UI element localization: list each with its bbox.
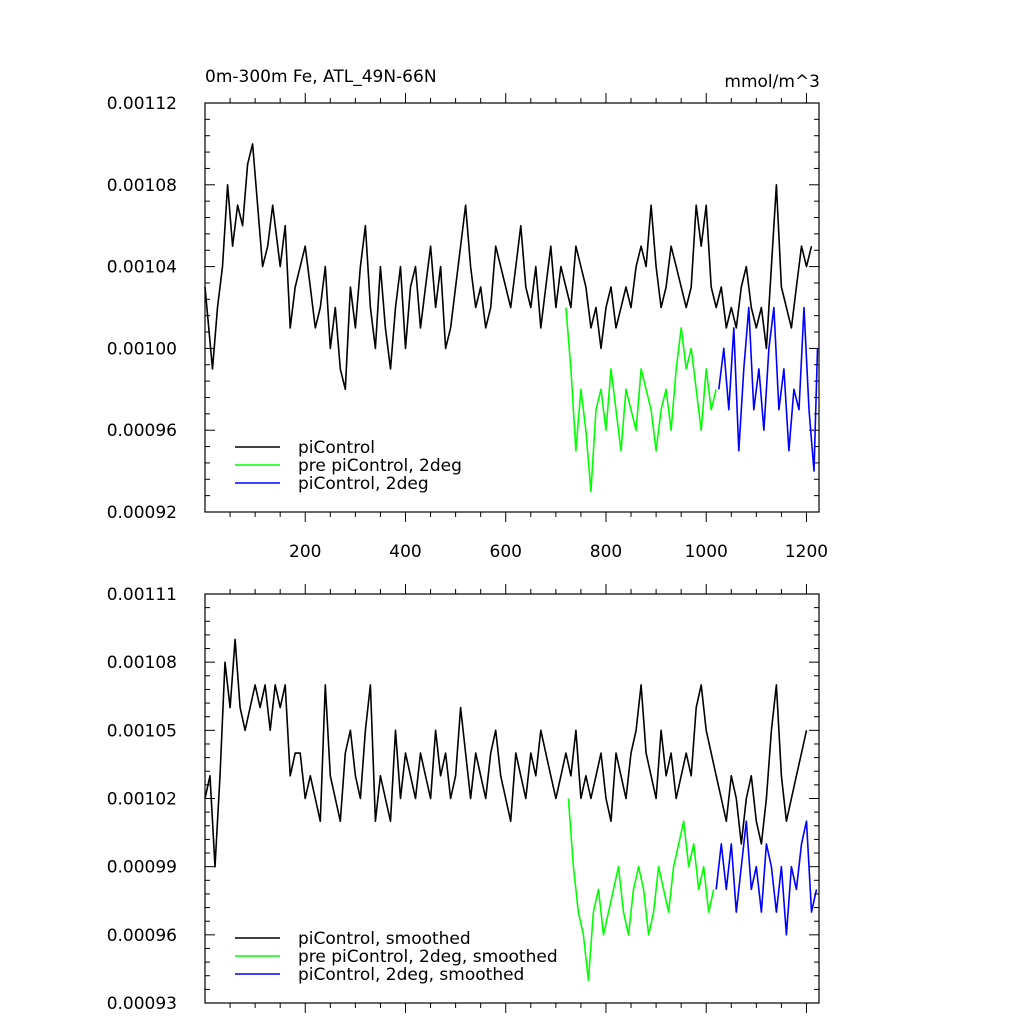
top-legend-label: pre piControl, 2deg	[298, 456, 462, 476]
top-x-tick-labels: 200 400 600 800 1000 1200	[289, 542, 828, 562]
bottom-y-tick-label: 0.00105	[107, 721, 177, 741]
top-series-line-1	[565, 307, 717, 493]
top-series-line-0	[204, 143, 813, 391]
bottom-series-line-1	[567, 798, 715, 982]
bottom-legend-label: pre piControl, 2deg, smoothed	[298, 947, 558, 967]
top-x-tick-label: 400	[389, 542, 421, 562]
top-legend-label: piControl, 2deg	[298, 474, 429, 494]
top-y-tick-label: 0.00104	[107, 258, 177, 278]
bottom-y-tick-label: 0.00093	[107, 994, 177, 1014]
top-y-tick-label: 0.00096	[107, 421, 177, 441]
top-series	[204, 143, 819, 493]
top-x-tick-label: 200	[289, 542, 321, 562]
top-chart-units: mmol/m^3	[724, 72, 820, 92]
bottom-y-tick-labels: 0.00093 0.00096 0.00099 0.00102 0.00105 0.001…	[107, 585, 177, 1014]
top-legend-label: piControl	[298, 438, 375, 458]
bottom-ticks	[205, 584, 819, 1013]
bottom-series-line-2	[715, 820, 818, 936]
bottom-y-tick-label: 0.00096	[107, 926, 177, 946]
bottom-y-tick-label: 0.00099	[107, 858, 177, 878]
top-series-line-2	[718, 306, 819, 472]
bottom-legend-label: piControl, 2deg, smoothed	[298, 965, 524, 985]
bottom-legend-label: piControl, smoothed	[298, 929, 471, 949]
top-x-tick-label: 1200	[785, 542, 828, 562]
top-y-tick-labels: 0.00092 0.00096 0.00100 0.00104 0.00108 0.001…	[107, 94, 177, 523]
top-plot-frame	[204, 102, 820, 513]
bottom-series	[204, 638, 818, 982]
bottom-y-tick-label: 0.00108	[107, 653, 177, 673]
top-y-tick-label: 0.00112	[107, 94, 177, 114]
top-panel: 0m-300m Fe, ATL_49N-66N mmol/m^3 0.00092…	[107, 67, 828, 562]
top-chart-title: 0m-300m Fe, ATL_49N-66N	[205, 67, 437, 87]
top-x-tick-label: 1000	[685, 542, 728, 562]
bottom-y-tick-label: 0.00111	[107, 585, 177, 605]
top-y-tick-label: 0.00108	[107, 176, 177, 196]
top-y-tick-label: 0.00092	[107, 503, 177, 523]
bottom-series-line-0	[204, 638, 808, 868]
bottom-y-tick-label: 0.00102	[107, 790, 177, 810]
top-y-tick-label: 0.00100	[107, 339, 177, 359]
top-x-tick-label: 800	[590, 542, 622, 562]
top-x-tick-label: 600	[490, 542, 522, 562]
bottom-panel: 0.00093 0.00096 0.00099 0.00102 0.00105 0.001…	[107, 584, 820, 1014]
